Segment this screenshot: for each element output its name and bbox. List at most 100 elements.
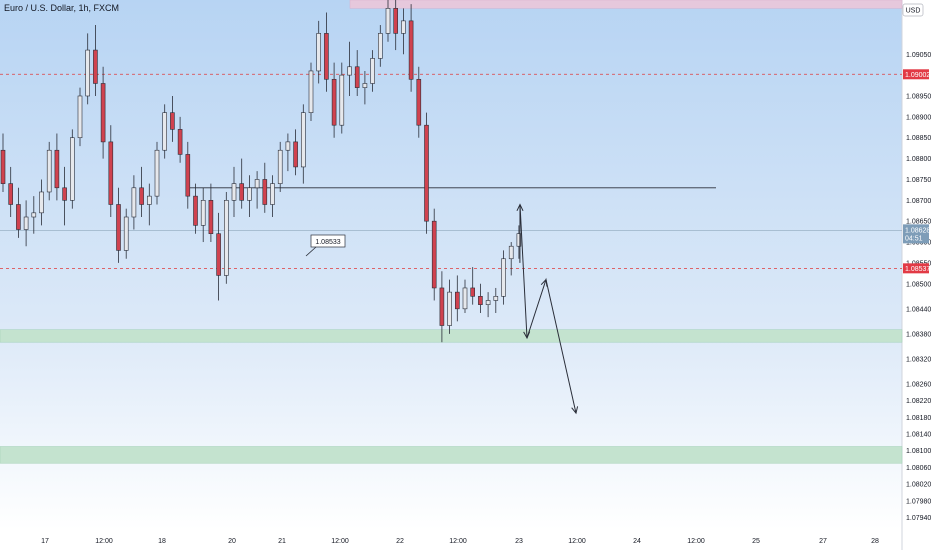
candle-body: [177, 129, 183, 155]
candle: [247, 175, 252, 218]
y-tick-label: 1.08500: [906, 281, 931, 288]
candle: [177, 116, 183, 163]
candle: [147, 183, 152, 226]
candle: [85, 33, 90, 105]
candle-body: [331, 78, 337, 126]
candle-body: [170, 112, 175, 130]
candle-body: [470, 287, 476, 297]
current-price-label: 1.08628: [905, 227, 930, 234]
candle: [262, 162, 268, 213]
current-price-tag: [903, 224, 929, 244]
candle-body: [239, 183, 244, 201]
candle: [193, 183, 198, 234]
candle: [54, 133, 60, 201]
candle: [0, 133, 6, 192]
plot-background: [0, 0, 902, 530]
candle-body: [262, 179, 268, 205]
candle: [131, 175, 137, 230]
candle: [277, 141, 283, 192]
candle-body: [347, 66, 352, 76]
candle: [447, 279, 452, 334]
candle: [8, 166, 13, 218]
price-callout-box: [310, 234, 346, 248]
candle-body: [108, 141, 114, 205]
time-axis[interactable]: [0, 530, 902, 550]
currency-badge[interactable]: [902, 3, 924, 17]
candle-body: [370, 58, 375, 84]
candle-body: [454, 291, 460, 310]
candle: [316, 20, 322, 84]
candle-body: [416, 78, 422, 126]
candle-body: [385, 8, 391, 34]
candle: [200, 187, 206, 243]
x-tick-label: 25: [752, 538, 760, 545]
candle: [254, 171, 260, 209]
candle-body: [131, 187, 137, 218]
candle: [139, 166, 144, 218]
candle-body: [439, 287, 445, 326]
price-callout[interactable]: 1.08533: [305, 234, 346, 257]
candle-body: [393, 8, 399, 34]
candle: [508, 242, 514, 276]
candle: [154, 141, 160, 205]
y-tick-label: 1.09050: [906, 52, 931, 59]
y-tick-label: 1.08260: [906, 381, 931, 388]
candle: [424, 112, 429, 234]
candle: [185, 141, 191, 209]
candle: [300, 104, 306, 184]
candle: [116, 187, 121, 263]
candle-body: [431, 220, 437, 289]
price-tag-2: [903, 263, 929, 274]
arrow-head-down-1: [523, 331, 531, 340]
candle-body: [408, 20, 414, 80]
candle: [62, 166, 67, 226]
candle-body: [478, 295, 483, 305]
candle: [77, 87, 83, 147]
y-tick-label: 1.08650: [906, 219, 931, 226]
candle: [270, 175, 275, 218]
x-tick-label: 27: [819, 538, 827, 545]
candle-body: [308, 70, 314, 113]
candle-body: [508, 245, 514, 260]
candle-body: [485, 300, 491, 305]
candle: [224, 191, 229, 284]
candle-body: [154, 149, 160, 197]
candle: [485, 292, 491, 318]
x-tick-label: 21: [278, 538, 286, 545]
candle-body: [200, 200, 206, 226]
candle-body: [139, 187, 144, 205]
candle: [331, 62, 337, 138]
candle-body: [377, 33, 383, 59]
candle: [354, 50, 360, 96]
candle-body: [162, 112, 167, 151]
candle-body: [516, 233, 522, 247]
y-tick-label: 1.08060: [906, 465, 931, 472]
x-tick-label: 20: [228, 538, 236, 545]
y-tick-label: 1.08440: [906, 306, 931, 313]
candle-body: [54, 149, 60, 189]
candle: [31, 196, 37, 234]
candle-body: [185, 154, 191, 197]
candle-body: [362, 83, 368, 88]
y-tick-label: 1.07940: [906, 515, 931, 522]
price-axis[interactable]: [902, 0, 932, 550]
candle: [385, 0, 391, 42]
candle-body: [193, 195, 198, 226]
candle: [454, 275, 460, 322]
candle: [516, 225, 522, 259]
candle-body: [62, 187, 67, 201]
y-tick-label: 1.08850: [906, 135, 931, 142]
candle-body: [339, 74, 345, 126]
price-tag-label: 1.08537: [905, 266, 930, 273]
x-tick-label: 22: [396, 538, 404, 545]
candle-body: [39, 191, 44, 214]
arrow-head-up-2: [540, 278, 548, 287]
candle: [478, 283, 483, 313]
price-tag-label: 1.09002: [905, 72, 930, 79]
candle: [239, 158, 244, 209]
y-tick-label: 1.07980: [906, 498, 931, 505]
candle-body: [208, 200, 214, 235]
x-tick-label: 12:00: [449, 538, 467, 545]
